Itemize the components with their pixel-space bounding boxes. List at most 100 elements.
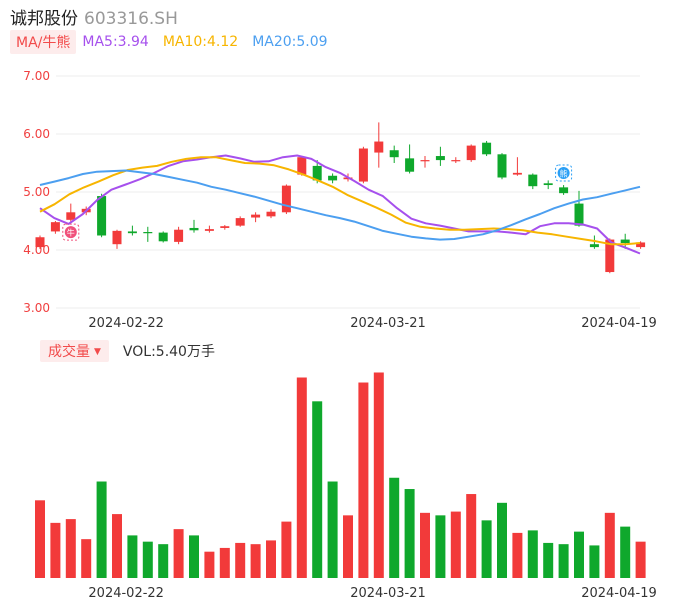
date-tick-label: 2024-03-21 — [350, 316, 426, 331]
stock-header: 诚邦股份 603316.SH — [10, 4, 178, 29]
volume-bar — [327, 481, 338, 578]
volume-indicator-tab[interactable]: 成交量 ▼ — [40, 340, 109, 362]
candle-body — [589, 244, 599, 248]
candle-body — [420, 160, 430, 162]
volume-bar — [142, 541, 153, 578]
candle-body — [204, 229, 214, 231]
volume-bar — [96, 481, 107, 578]
candle-body — [543, 183, 553, 186]
volume-bar — [81, 539, 92, 578]
volume-bar — [189, 535, 199, 578]
volume-bar — [358, 382, 369, 578]
candle-body — [620, 239, 630, 244]
bull-marker-icon — [64, 226, 77, 239]
volume-bar — [589, 545, 600, 578]
candle-body — [512, 172, 522, 175]
volume-bar — [219, 547, 230, 578]
volume-bar — [435, 515, 446, 578]
ma-legend-item: MA10:4.12 — [162, 34, 239, 50]
volume-bar — [343, 515, 353, 578]
volume-bar — [173, 529, 184, 578]
volume-indicator-label: 成交量 — [48, 344, 90, 360]
volume-bar — [35, 500, 45, 578]
volume-bar — [312, 401, 323, 578]
volume-bar — [635, 541, 646, 578]
ma-legend-item: MA5:3.94 — [82, 34, 149, 50]
volume-bar — [235, 542, 246, 578]
bear-marker-icon-frame — [555, 164, 573, 182]
stock-name: 诚邦股份 — [10, 9, 78, 29]
candle-body — [297, 157, 307, 175]
candle-body — [220, 226, 230, 228]
triangle-down-icon[interactable]: ▼ — [94, 347, 101, 357]
bear-marker-icon — [557, 167, 570, 180]
date-tick-label: 2024-02-22 — [88, 316, 164, 331]
volume-bar — [281, 521, 292, 578]
candle-body — [605, 239, 615, 273]
volume-bar — [266, 540, 276, 578]
candle-body — [189, 227, 199, 231]
price-tick-label: 5.00 — [23, 185, 50, 199]
ma5-line — [39, 154, 641, 255]
ma-legend: MA/牛熊 MA5:3.94 MA10:4.12 MA20:5.09 — [10, 30, 342, 54]
bull-marker-icon-frame — [62, 223, 80, 241]
candle-body — [358, 148, 368, 182]
ma20-line — [39, 169, 641, 241]
volume-bar — [512, 532, 523, 578]
candle-body — [174, 229, 184, 242]
volume-bar — [65, 519, 76, 578]
candle-body — [636, 242, 646, 248]
price-tick-label: 6.00 — [23, 127, 50, 141]
volume-bar — [112, 514, 122, 578]
candle-body — [328, 175, 338, 181]
volume-bar — [404, 489, 415, 578]
candle-body — [281, 185, 291, 213]
candle-body — [374, 141, 384, 153]
candle-body — [50, 222, 60, 232]
volume-bar — [158, 544, 169, 578]
volume-legend: 成交量 ▼ VOL:5.40万手 — [40, 340, 215, 362]
candle-body — [528, 174, 538, 187]
volume-bar — [450, 511, 461, 578]
candle-body — [466, 145, 476, 161]
candle-body — [66, 212, 76, 220]
candle-body — [266, 211, 276, 217]
volume-bar — [543, 542, 554, 578]
volume-bar — [481, 520, 492, 578]
candle-body — [559, 187, 569, 194]
volume-bar — [50, 522, 61, 578]
bull-marker-icon-glyph: 牛 — [67, 228, 75, 238]
candle-body — [497, 154, 507, 178]
volume-bar — [558, 544, 569, 578]
candle-body — [251, 214, 261, 218]
volume-bar — [527, 530, 538, 578]
candle-body — [405, 158, 415, 172]
volume-bar — [296, 377, 307, 578]
volume-bar — [420, 512, 430, 578]
price-tick-label: 3.00 — [23, 301, 50, 315]
volume-bar — [373, 372, 384, 578]
bear-marker-icon-glyph: 熊 — [560, 169, 568, 179]
candle-body — [127, 231, 137, 234]
date-tick-label: 2024-03-21 — [350, 586, 426, 601]
candle-body — [312, 165, 322, 181]
price-tick-label: 7.00 — [23, 69, 50, 83]
candle-body — [143, 232, 153, 234]
candle-body — [97, 196, 107, 236]
volume-bar — [620, 526, 631, 578]
volume-bar — [604, 512, 615, 578]
candle-body — [35, 237, 45, 248]
volume-bar — [466, 494, 477, 578]
date-tick-label: 2024-04-19 — [581, 586, 657, 601]
stock-code: 603316.SH — [84, 9, 178, 29]
candle-body — [451, 160, 461, 162]
date-tick-label: 2024-04-19 — [581, 316, 657, 331]
date-tick-label: 2024-02-22 — [88, 586, 164, 601]
volume-bar — [389, 477, 400, 578]
ma-legend-items: MA5:3.94 MA10:4.12 MA20:5.09 — [82, 34, 341, 50]
volume-value: VOL:5.40万手 — [122, 344, 215, 360]
candle-body — [435, 156, 445, 161]
ma-indicator-tab[interactable]: MA/牛熊 — [10, 30, 77, 54]
